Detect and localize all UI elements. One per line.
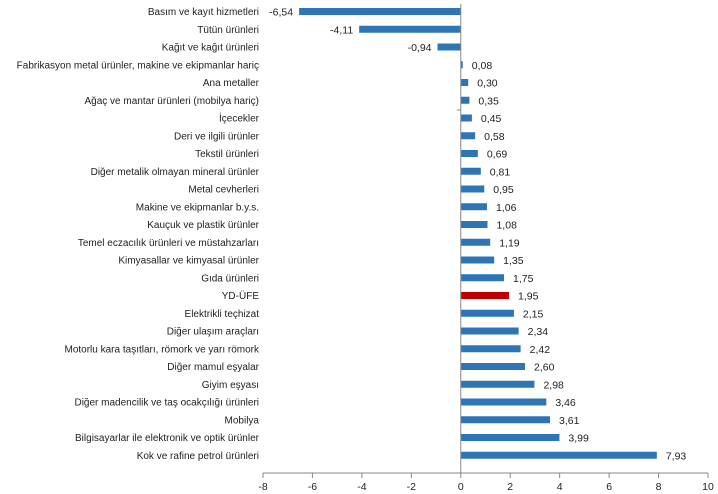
category-label: Tekstil ürünleri	[195, 149, 259, 160]
category-label: Kimyasallar ve kimyasal ürünler	[118, 256, 259, 267]
axes-group: -8 -6 -4 -2 0 2 4 6 8 10	[258, 4, 714, 493]
value-label: 3,61	[559, 415, 580, 427]
value-labels-group: -6,54 -4,11 -0,94 0,08 0,30 0,35 0,45 0,58 0,69 0…	[269, 7, 686, 463]
category-label: Gıda ürünleri	[201, 273, 259, 284]
bar-0	[299, 8, 461, 15]
bar-17	[460, 309, 514, 317]
category-label: Mobilya	[225, 415, 260, 426]
value-label: 0,81	[490, 166, 511, 178]
value-label: -6,54	[269, 7, 293, 19]
category-label: Elektrikli teçhizat	[185, 309, 260, 320]
category-label: Makine ve ekipmanlar b.y.s.	[136, 202, 259, 213]
category-label: Diğer metalik olmayan mineral ürünler	[91, 167, 260, 178]
value-label: 1,95	[518, 291, 539, 303]
x-tick-label: -6	[308, 481, 317, 493]
category-label: YD-ÜFE	[222, 290, 260, 302]
bar-6	[460, 114, 472, 122]
category-label: Tütün ürünleri	[197, 25, 259, 36]
bar-4	[460, 79, 469, 86]
value-label: 0,69	[487, 149, 508, 161]
bar-1	[359, 25, 461, 33]
category-label: Giyim eşyası	[202, 380, 259, 391]
bar-2	[437, 43, 461, 51]
value-label: 0,45	[481, 113, 502, 125]
x-tick-label: -8	[258, 481, 267, 493]
value-label: -0,94	[408, 42, 432, 54]
value-label: 2,34	[528, 326, 549, 338]
value-label: 2,42	[530, 344, 551, 356]
bar-3	[460, 61, 463, 69]
value-label: 7,93	[666, 450, 687, 462]
x-tick-label: -2	[407, 481, 416, 493]
bar-23	[460, 416, 551, 424]
bar-16	[460, 292, 509, 299]
value-label: 2,15	[523, 308, 544, 320]
value-label: -4,11	[330, 24, 353, 36]
bar-21	[460, 380, 535, 388]
bar-22	[460, 398, 547, 406]
category-label: Ağaç ve mantar ürünleri (mobilya hariç)	[84, 96, 259, 107]
category-label: Fabrikasyon metal ürünler, makine ve eki…	[17, 60, 259, 71]
value-label: 1,35	[503, 255, 524, 267]
value-label: 0,30	[477, 78, 498, 90]
value-label: 3,99	[568, 433, 589, 445]
category-label: Metal cevherleri	[188, 185, 259, 196]
bar-20	[460, 363, 526, 370]
category-label: Kok ve rafine petrol ürünleri	[137, 451, 259, 462]
bar-19	[460, 345, 521, 353]
bar-18	[460, 327, 519, 335]
category-label: Motorlu kara taşıtları, römork ve yarı r…	[65, 344, 260, 355]
bars-group	[299, 8, 657, 459]
bar-25	[460, 451, 657, 459]
value-label: 2,60	[534, 362, 555, 374]
category-label: Bilgisayarlar ile elektronik ve optik ür…	[75, 433, 260, 444]
value-label: 1,75	[513, 273, 534, 285]
category-label: Diğer madencilik ve taş ocakçılığı ürünl…	[74, 398, 259, 409]
category-label: Basım ve kayıt hizmetleri	[148, 7, 259, 18]
value-label: 0,95	[493, 184, 514, 196]
x-tick-label: 10	[702, 481, 714, 493]
category-label: Ana metaller	[203, 78, 260, 89]
value-label: 1,08	[496, 220, 517, 232]
bar-24	[460, 434, 560, 441]
bar-14	[460, 256, 495, 264]
value-label: 0,35	[478, 95, 499, 107]
bar-7	[460, 132, 476, 140]
x-tick-label: 0	[458, 481, 464, 493]
value-label: 1,06	[496, 202, 517, 214]
category-labels-group: Basım ve kayıt hizmetleri Tütün ürünleri K…	[17, 7, 260, 462]
bar-8	[460, 150, 478, 157]
x-tick-label: 6	[606, 481, 612, 493]
value-label: 3,46	[555, 397, 576, 409]
x-tick-label: 2	[507, 481, 513, 493]
bar-5	[460, 96, 470, 104]
bar-13	[460, 238, 491, 246]
category-label: Kağıt ve kağıt ürünleri	[162, 43, 259, 54]
bar-12	[460, 221, 488, 228]
category-label: Temel eczacılık ürünleri ve müstahzarlar…	[78, 238, 259, 249]
x-tick-label: 8	[656, 481, 662, 493]
value-label: 0,58	[484, 131, 505, 143]
category-label: İçecekler	[219, 112, 260, 125]
value-label: 1,19	[499, 237, 520, 249]
x-tick-label: 4	[557, 481, 563, 493]
category-label: Diğer mamul eşyalar	[167, 362, 259, 373]
bar-11	[460, 203, 487, 211]
category-label: Deri ve ilgili ürünler	[174, 131, 260, 142]
bar-9	[460, 167, 481, 175]
bar-10	[460, 185, 485, 193]
value-label: 0,08	[472, 60, 493, 72]
bar-15	[460, 274, 505, 282]
value-label: 2,98	[543, 379, 564, 391]
x-tick-label: -4	[357, 481, 366, 493]
category-label: Diğer ulaşım araçları	[167, 327, 259, 338]
category-label: Kauçuk ve plastik ürünler	[147, 220, 259, 231]
